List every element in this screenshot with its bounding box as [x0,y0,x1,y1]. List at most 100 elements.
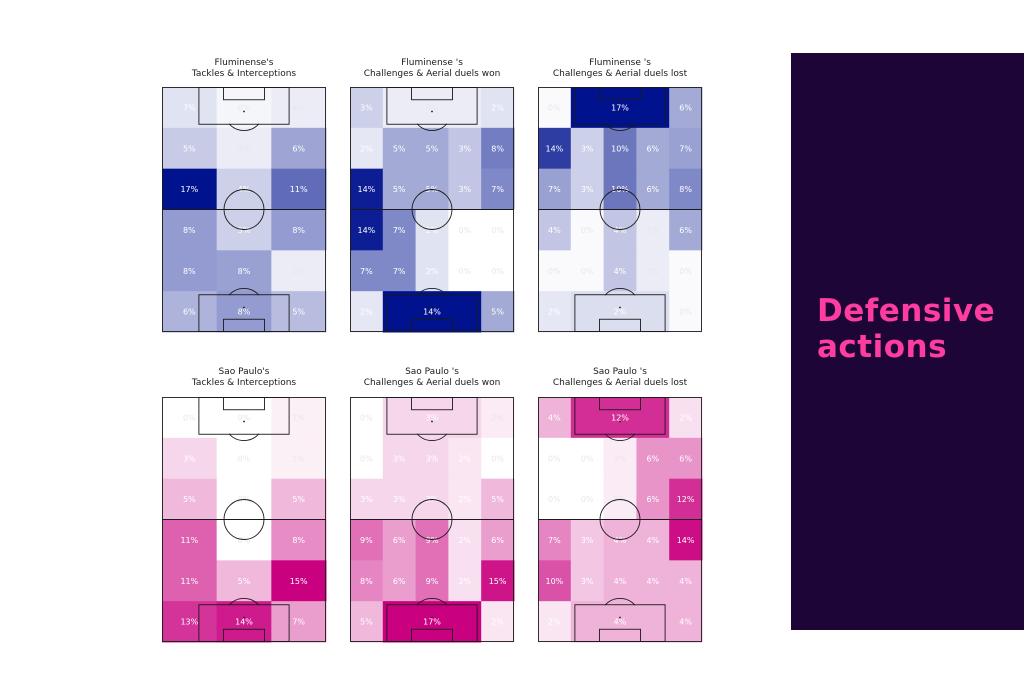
heatmap-cell-label: 9% [426,536,439,545]
heatmap-cell-label: 8% [360,577,373,586]
pitch-lines [538,87,702,332]
heatmap-cell-label: 12% [611,413,629,422]
heatmap-cell [382,519,417,561]
heatmap-cell [538,519,572,561]
heatmap-cell [415,437,449,480]
heatmap-cell [448,560,482,602]
heatmap-cell-label: 5% [360,618,373,627]
heatmap-cell-label: 2% [426,267,439,276]
heatmap-cell [669,168,703,210]
heatmap-cell [382,291,482,333]
heatmap-cell [415,127,449,170]
heatmap-cell [669,478,703,520]
heatmap-cell-label: 9% [426,577,439,586]
heatmap-cell [669,397,703,439]
heatmap-sp-tackles: 0% 0% 1%3% 0% 1%5% 0% 5%11% 0% 8%11% 5% 15%13% 14% 7… [162,397,327,643]
heatmap-cell-label: 4% [548,226,561,235]
heatmap-cell-label: 0% [548,103,561,112]
heatmap-cell [382,478,417,520]
heatmap-cell-label: 5% [238,577,251,586]
heatmap-cell [382,87,482,129]
heatmap-cell-label: 3% [581,577,594,586]
heatmap-cell-label: 4% [679,577,692,586]
heatmap-cell [350,519,384,561]
heatmap-cell-label: 4% [614,536,627,545]
heatmap-cell-label: 7% [292,618,305,627]
heatmap-cell-label: 2% [548,618,561,627]
heatmap-cell-label: 2% [614,454,627,463]
heatmap-cell [538,478,572,520]
heatmap-cell [538,291,572,333]
heatmap-cell-label: 6% [491,536,504,545]
heatmap-cell [669,291,703,333]
heatmap-cell-label: 6% [646,454,659,463]
heatmap-cell [350,291,384,333]
section-title-line2: actions [817,329,948,365]
heatmap-cell [603,560,637,602]
heatmap-cell [216,560,272,602]
heatmap-cell-label: 0% [360,454,373,463]
heatmap-cell-label: 0% [238,103,251,112]
chart-title-line1: Fluminense 's [401,58,463,68]
heatmap-cell [382,560,417,602]
heatmap-cell [271,250,327,292]
heatmap-cell-label: 7% [679,144,692,153]
heatmap-cell-label: 6% [393,536,406,545]
heatmap-cell-label: 3% [458,185,471,194]
chart-title-sp-tackles: Sao Paulo's Tackles & Interceptions [162,367,326,389]
heatmap-cell [636,127,670,170]
heatmap-cell [636,519,670,561]
heatmap-cell [271,560,327,602]
heatmap-cell [570,478,605,520]
chart-title-fl-duels-won: Fluminense 's Challenges & Aerial duels … [350,58,514,80]
heatmap-cell-label: 7% [393,226,406,235]
heatmap-cell-label: 6% [292,144,305,153]
heatmap-cell [669,250,703,292]
heatmap-cell [350,250,384,292]
heatmap-sp-duels-won: 0% 3% 2%0% 3% 3% 2% 0%3% 3% 3% 2% 5%9% 6% 9% 2% 6%8% 6%… [350,397,515,643]
heatmap-cell-label: 17% [180,185,198,194]
heatmap-cell [216,87,272,129]
heatmap-cell [162,478,218,520]
heatmap-cell [481,560,515,602]
heatmap-cell-label: 1% [292,413,305,422]
heatmap-cell [636,560,670,602]
heatmap-cell [636,168,670,210]
heatmap-cell [448,437,482,480]
heatmap-cell-label: 14% [235,618,253,627]
heatmap-cell [538,437,572,480]
heatmap-cell [271,478,327,520]
heatmap-cell [350,437,384,480]
heatmap-cell-label: 7% [360,267,373,276]
heatmap-cell [669,437,703,480]
heatmap-cell [448,127,482,170]
heatmap-cell-label: 2% [614,308,627,317]
heatmap-cell [570,560,605,602]
heatmap-cell [570,519,605,561]
heatmap-cell-label: 4% [614,226,627,235]
heatmap-cell-label: 3% [360,103,373,112]
heatmap-cell-label: 0% [238,536,251,545]
heatmap-cell-label: 14% [546,144,564,153]
heatmap-cell-label: 14% [677,536,695,545]
heatmap-cell-label: 0% [581,454,594,463]
heatmap-cell-label: 17% [423,618,441,627]
heatmap-cell [448,250,482,292]
heatmap-cell [538,250,572,292]
heatmap-cell-label: 8% [292,226,305,235]
heatmap-cell-label: 6% [679,226,692,235]
heatmap-cell-label: 6% [646,185,659,194]
pitch-lines [162,87,326,332]
heatmap-cell [162,87,218,129]
heatmap-cell [538,168,572,210]
heatmap-cell [382,397,482,439]
heatmap-cell-label: 14% [358,185,376,194]
heatmap-cell [271,291,327,333]
heatmap-cell-label: 11% [180,536,198,545]
heatmap-cell [669,87,703,129]
heatmap-cell [271,601,327,643]
heatmap-cell [669,519,703,561]
heatmap-cell [162,168,218,210]
heatmap-cell [481,168,515,210]
heatmap-cell [603,437,637,480]
